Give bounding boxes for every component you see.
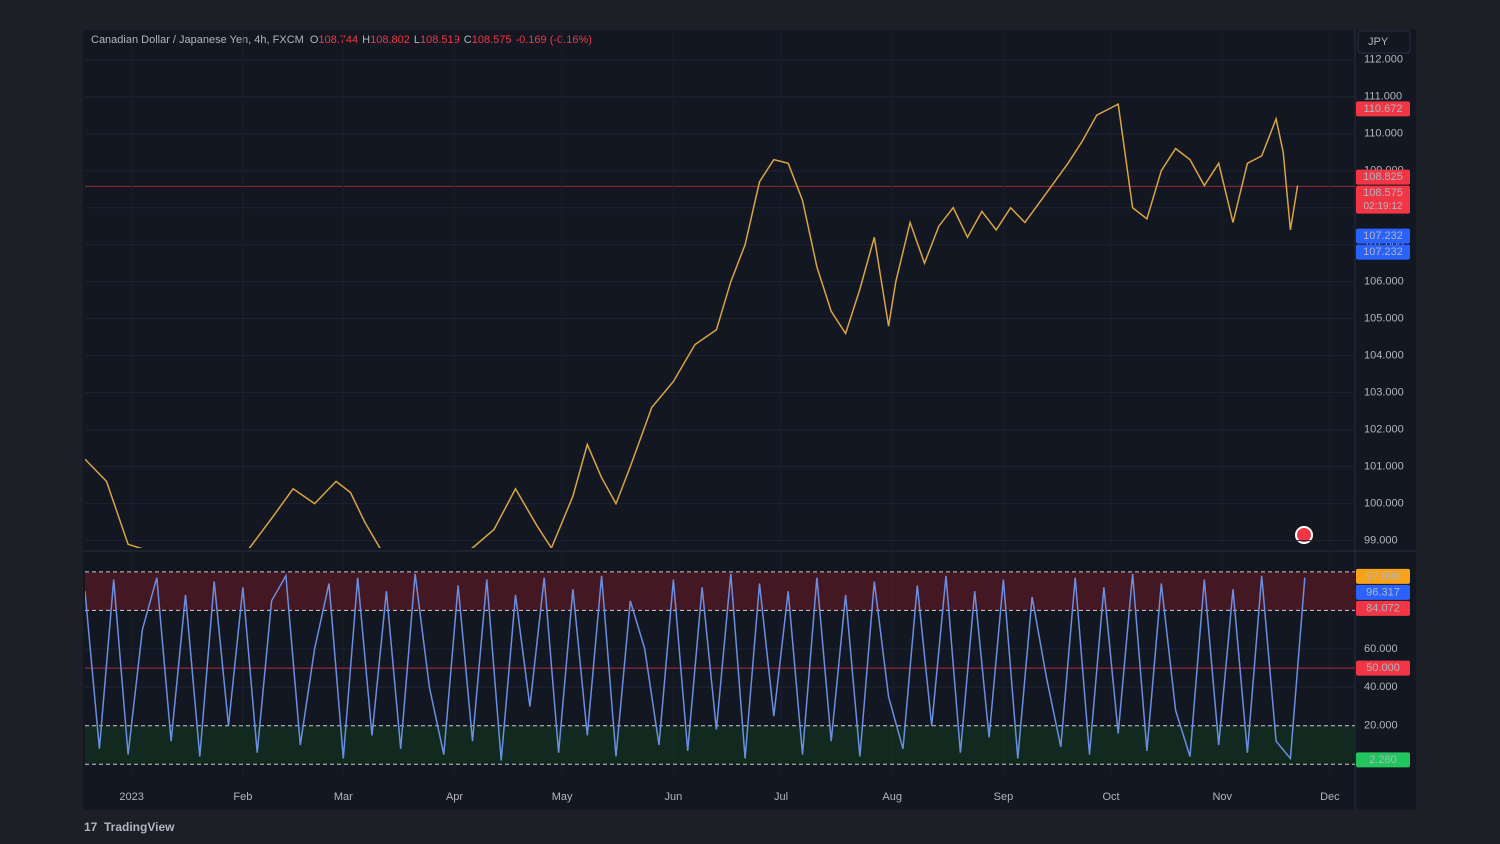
price-label-box [1356, 101, 1410, 117]
x-tick-label: May [552, 791, 573, 803]
y-tick-label: 99.000 [1364, 535, 1398, 547]
series-line [85, 102, 1299, 548]
price-label-box [1356, 228, 1410, 244]
price-label-box [1356, 584, 1410, 600]
price-label: 108.825 [1363, 171, 1403, 183]
price-label-box [1356, 752, 1410, 768]
y-tick-label: 103.000 [1364, 387, 1404, 399]
symbol: Canadian Dollar / Japanese Yen, 4h, FXCM [91, 34, 304, 46]
live-indicator [1295, 526, 1313, 544]
y-tick-label: 60.000 [1364, 643, 1398, 655]
ohlc-value: 108.519 [420, 34, 460, 46]
price-label: 107.232 [1363, 230, 1403, 242]
ohlc-label: C [464, 34, 472, 46]
y-tick-label: 104.000 [1364, 350, 1404, 362]
y-tick-label: 106.000 [1364, 276, 1404, 288]
x-tick-label: Nov [1212, 791, 1232, 803]
price-label-box [1356, 169, 1410, 185]
y-tick-label: 105.000 [1364, 313, 1404, 325]
x-tick-label: Feb [233, 791, 252, 803]
ohlc-label: H [362, 34, 370, 46]
price-label: 97.696 [1366, 570, 1400, 582]
x-tick-label: 2023 [119, 791, 143, 803]
price-label: 108.575 [1363, 187, 1403, 199]
chart-header: Canadian Dollar / Japanese Yen, 4h, FXCM… [91, 34, 592, 46]
x-tick-label: Dec [1320, 791, 1340, 803]
chart-background [83, 30, 1416, 810]
x-tick-label: Jun [664, 791, 682, 803]
x-tick-label: Jul [774, 791, 788, 803]
price-label: 2.260 [1369, 754, 1397, 766]
x-tick-label: Apr [446, 791, 463, 803]
y-tick-label: 101.000 [1364, 461, 1404, 473]
price-label-box [1356, 185, 1410, 214]
series-line [85, 573, 1306, 761]
ohlc-value: 108.802 [370, 34, 410, 46]
price-label: 50.000 [1366, 662, 1400, 674]
brand-logo: 17 [84, 820, 98, 834]
x-tick-label: Aug [882, 791, 902, 803]
currency-button[interactable] [1357, 30, 1411, 54]
zone-band [85, 571, 1355, 611]
x-tick-label: Mar [334, 791, 353, 803]
ohlc-label: L [414, 34, 420, 46]
ohlc-label: O [310, 34, 319, 46]
price-label: 107.232 [1363, 246, 1403, 258]
price-label-box [1356, 244, 1410, 260]
y-tick-label: 40.000 [1364, 681, 1398, 693]
y-tick-label: 100.000 [1364, 498, 1404, 510]
x-tick-label: Sep [994, 791, 1014, 803]
y-tick-label: 110.000 [1364, 128, 1403, 140]
y-tick-label: 102.000 [1364, 424, 1404, 436]
price-label-box [1356, 600, 1410, 616]
currency[interactable]: JPY [1368, 36, 1389, 48]
price-label-box [1356, 568, 1410, 584]
countdown: 02:19:12 [1364, 201, 1403, 212]
y-tick-label: 112.000 [1364, 54, 1403, 66]
y-tick-label: 20.000 [1364, 720, 1398, 732]
price-label: 110.672 [1364, 103, 1403, 115]
x-tick-label: Oct [1102, 791, 1119, 803]
price-label: 84.072 [1366, 602, 1400, 614]
change: -0.169 (-0.16%) [515, 34, 591, 46]
price-label-box [1356, 660, 1410, 676]
y-tick-label: 111.000 [1364, 91, 1402, 103]
price-label: 96.317 [1366, 586, 1400, 598]
ohlc-value: 108.575 [472, 34, 512, 46]
brand: TradingView [104, 820, 175, 834]
zone-band [85, 725, 1355, 765]
ohlc-value: 108.744 [318, 34, 358, 46]
